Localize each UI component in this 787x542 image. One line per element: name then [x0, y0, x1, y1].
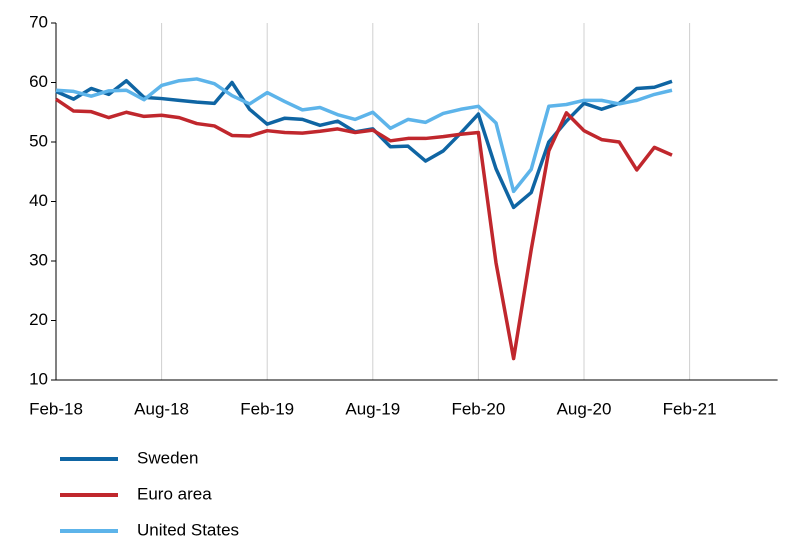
y-tick-label: 20 [29, 310, 48, 329]
x-tick-label: Aug-19 [345, 399, 400, 418]
y-tick-label: 70 [29, 12, 48, 31]
y-tick-label: 60 [29, 72, 48, 91]
x-tick-label: Aug-18 [134, 399, 189, 418]
y-tick-label: 40 [29, 191, 48, 210]
y-tick-label: 10 [29, 369, 48, 388]
x-tick-label: Feb-20 [451, 399, 505, 418]
x-tick-label: Aug-20 [557, 399, 612, 418]
legend-label: Euro area [137, 484, 212, 503]
line-series [55, 97, 673, 361]
y-tick-label: 30 [29, 250, 48, 269]
legend-label: United States [137, 520, 239, 539]
x-tick-label: Feb-18 [29, 399, 83, 418]
y-tick-label: 50 [29, 131, 48, 150]
legend-label: Sweden [137, 448, 198, 467]
x-tick-label: Feb-21 [663, 399, 717, 418]
x-tick-label: Feb-19 [240, 399, 294, 418]
line-series [55, 77, 673, 194]
